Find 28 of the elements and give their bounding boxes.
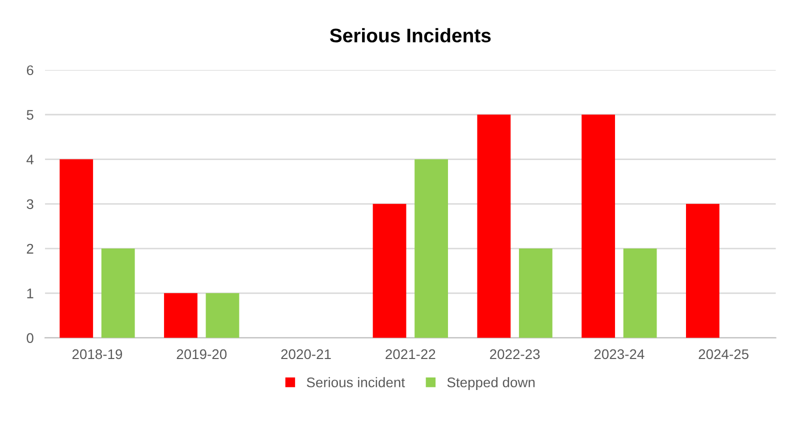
bar xyxy=(60,159,94,338)
legend-label: Serious incident xyxy=(306,377,405,388)
bar xyxy=(582,114,616,338)
x-tick-label: 2019-20 xyxy=(176,349,227,360)
x-tick-label: 2020-21 xyxy=(281,349,331,360)
x-tick-label: 2022-23 xyxy=(490,349,540,360)
y-tick-label: 1 xyxy=(27,288,34,298)
x-tick-label: 2023-24 xyxy=(594,349,644,360)
bar xyxy=(518,248,552,338)
y-tick-label: 4 xyxy=(26,154,34,164)
bar xyxy=(372,204,406,338)
chart-title: Serious Incidents xyxy=(330,28,491,42)
bar xyxy=(206,293,240,338)
x-tick-label: 2024-25 xyxy=(698,349,748,360)
bar xyxy=(101,248,135,338)
bar xyxy=(686,204,720,338)
legend-label: Stepped down xyxy=(447,377,535,390)
x-tick-label: 2021-22 xyxy=(386,349,436,360)
y-tick-label: 0 xyxy=(26,333,34,343)
y-tick-label: 6 xyxy=(26,65,34,76)
bar xyxy=(164,293,198,338)
y-tick-label: 5 xyxy=(26,110,34,120)
y-tick-label: 3 xyxy=(26,199,34,210)
bar xyxy=(414,159,448,338)
bar xyxy=(623,248,657,338)
y-tick-label: 2 xyxy=(26,244,34,254)
x-tick-label: 2018-19 xyxy=(72,349,122,360)
bar xyxy=(477,114,511,338)
